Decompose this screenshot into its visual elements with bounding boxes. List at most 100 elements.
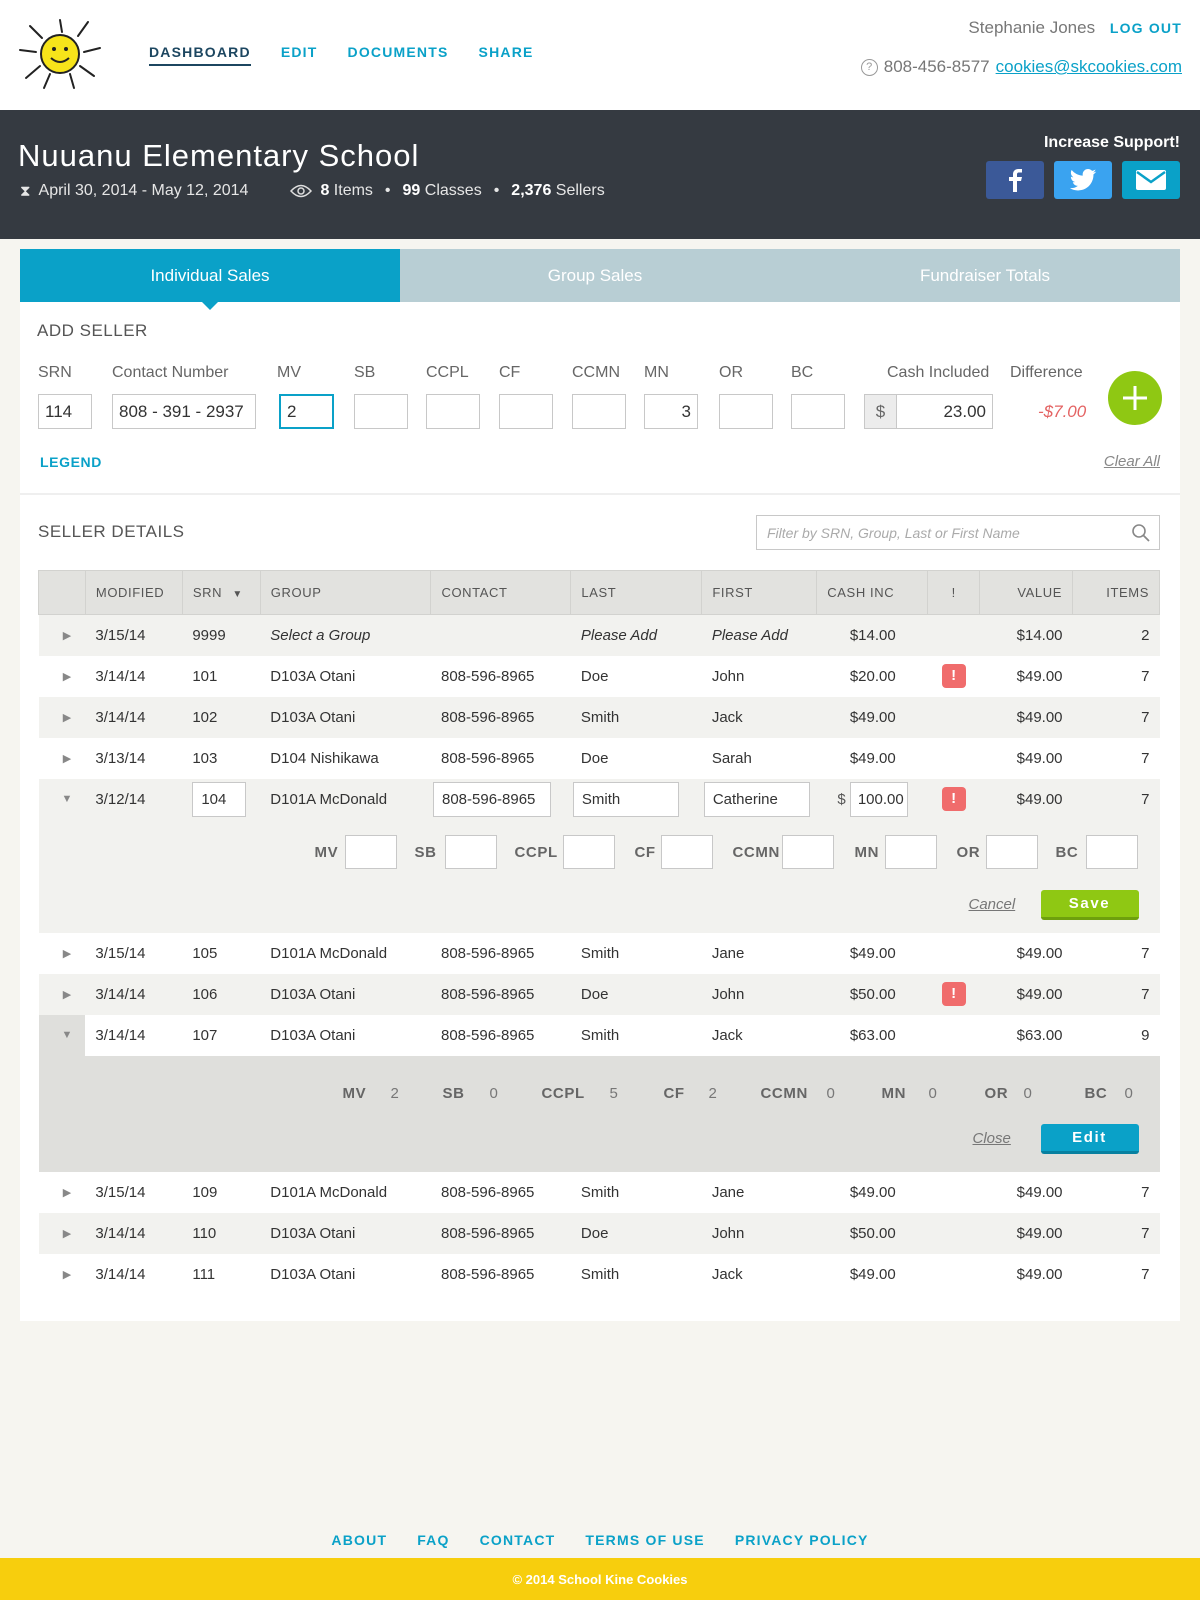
- footer-contact-link[interactable]: CONTACT: [479, 1531, 556, 1548]
- col-group[interactable]: GROUP: [259, 570, 431, 615]
- expand-toggle[interactable]: ▼: [38, 778, 86, 820]
- mn-input[interactable]: 3: [644, 394, 698, 429]
- email-share-button[interactable]: [1122, 161, 1180, 199]
- ccmn-input[interactable]: [572, 394, 626, 429]
- col-value[interactable]: VALUE: [979, 570, 1073, 615]
- twitter-button[interactable]: [1054, 161, 1112, 199]
- expand-toggle[interactable]: ▶: [39, 656, 86, 697]
- sales-tabs: Individual Sales Group Sales Fundraiser …: [20, 249, 1180, 310]
- table-row[interactable]: ▶ 3/14/14 106 D103A Otani 808-596-8965 D…: [38, 973, 1160, 1015]
- edit-cf-input[interactable]: [660, 834, 713, 869]
- table-row[interactable]: ▶ 3/14/14 102 D103A Otani 808-596-8965 S…: [38, 696, 1160, 738]
- expand-toggle[interactable]: ▶: [39, 1172, 86, 1213]
- edit-srn-input[interactable]: 104: [192, 781, 247, 817]
- tab-fundraiser-totals[interactable]: Fundraiser Totals: [790, 249, 1180, 302]
- table-row[interactable]: ▶ 3/15/14 109 D101A McDonald 808-596-896…: [39, 1172, 1160, 1213]
- cell-alert: [927, 1212, 980, 1254]
- ccpl-label: CCPL: [426, 364, 469, 381]
- search-icon: [1132, 524, 1150, 542]
- edit-cash-input[interactable]: 100.00: [849, 781, 908, 817]
- facebook-button[interactable]: [986, 161, 1044, 199]
- edit-bc-input[interactable]: [1085, 834, 1138, 869]
- help-email-link[interactable]: cookies@skcookies.com: [995, 57, 1182, 76]
- col-modified[interactable]: MODIFIED: [84, 570, 183, 615]
- table-row[interactable]: ▶ 3/14/14 110 D103A Otani 808-596-8965 D…: [38, 1212, 1160, 1254]
- footer-terms-link[interactable]: TERMS OF USE: [585, 1531, 705, 1548]
- edit-last-input[interactable]: Smith: [572, 781, 679, 817]
- nav-documents[interactable]: DOCUMENTS: [347, 44, 449, 60]
- expand-toggle[interactable]: ▶: [39, 933, 86, 974]
- col-srn[interactable]: SRN ▼: [181, 570, 261, 615]
- table-row-editing[interactable]: ▼ 3/12/14 104 D101A McDonald 808-596-896…: [38, 778, 1160, 820]
- expand-toggle[interactable]: ▶: [39, 738, 86, 779]
- edit-mn-input[interactable]: [884, 834, 937, 869]
- footer-privacy-link[interactable]: PRIVACY POLICY: [734, 1531, 869, 1548]
- legend-link[interactable]: LEGEND: [40, 454, 102, 470]
- expand-column-header: [38, 570, 86, 615]
- sb-input[interactable]: [354, 394, 408, 429]
- ccpl-input[interactable]: [426, 394, 480, 429]
- seller-filter-input[interactable]: Filter by SRN, Group, Last or First Name: [756, 515, 1160, 550]
- edit-button[interactable]: Edit: [1040, 1123, 1139, 1154]
- add-seller-button[interactable]: [1108, 371, 1162, 425]
- table-row[interactable]: ▶ 3/14/14 101 D103A Otani 808-596-8965 D…: [39, 656, 1160, 697]
- sales-card: Individual Sales Group Sales Fundraiser …: [20, 249, 1180, 1321]
- edit-or-input[interactable]: [985, 834, 1038, 869]
- expand-toggle[interactable]: ▶: [38, 1212, 86, 1254]
- expand-toggle[interactable]: ▶: [38, 973, 86, 1015]
- cell-items: 7: [1141, 667, 1150, 685]
- col-first[interactable]: FIRST: [701, 570, 817, 615]
- expand-toggle[interactable]: ▼: [38, 1014, 86, 1056]
- clear-all-link[interactable]: Clear All: [1103, 453, 1160, 470]
- table-row[interactable]: ▶ 3/15/14 105 D101A McDonald 808-596-896…: [39, 933, 1160, 974]
- close-link[interactable]: Close: [972, 1129, 1011, 1147]
- cancel-link[interactable]: Cancel: [968, 895, 1016, 913]
- edit-first-input[interactable]: Catherine: [703, 781, 810, 817]
- edit-ccmn-input[interactable]: [781, 834, 834, 869]
- tab-group-sales[interactable]: Group Sales: [400, 249, 790, 302]
- col-cash-inc[interactable]: CASH INC: [816, 570, 928, 615]
- view-or-value: 0: [1023, 1084, 1032, 1102]
- tab-individual-sales[interactable]: Individual Sales: [20, 249, 400, 310]
- table-row[interactable]: ▶ 3/15/14 9999 Select a Group Please Add…: [38, 614, 1160, 656]
- cell-group: D103A Otani: [260, 973, 431, 1015]
- add-seller-title: ADD SELLER: [37, 321, 148, 340]
- alert-icon[interactable]: !: [941, 787, 966, 811]
- or-input[interactable]: [719, 394, 773, 429]
- col-last[interactable]: LAST: [570, 570, 702, 615]
- logout-link[interactable]: LOG OUT: [1109, 20, 1182, 36]
- table-row[interactable]: ▶ 3/14/14 111 D103A Otani 808-596-8965 S…: [39, 1254, 1160, 1295]
- edit-mv-input[interactable]: [344, 834, 397, 869]
- table-header-row: MODIFIED SRN ▼ GROUP CONTACT LAST FIRST …: [38, 570, 1160, 615]
- cf-input[interactable]: [499, 394, 553, 429]
- cell-group[interactable]: D101A McDonald: [260, 778, 431, 820]
- edit-sb-input[interactable]: [444, 834, 497, 869]
- cell-cash: $63.00: [849, 1026, 896, 1044]
- footer-faq-link[interactable]: FAQ: [417, 1531, 450, 1548]
- expand-toggle[interactable]: ▶: [38, 696, 86, 738]
- cash-included-input[interactable]: 23.00: [896, 394, 993, 429]
- nav-edit[interactable]: EDIT: [280, 44, 318, 60]
- col-contact[interactable]: CONTACT: [430, 570, 571, 615]
- alert-icon[interactable]: !: [941, 664, 966, 688]
- srn-input[interactable]: 114: [38, 394, 92, 429]
- mv-input[interactable]: 2: [279, 394, 334, 429]
- save-button[interactable]: Save: [1040, 889, 1139, 920]
- expand-toggle[interactable]: ▶: [38, 614, 86, 656]
- cell-modified: 3/14/14: [85, 1212, 183, 1254]
- col-items[interactable]: ITEMS: [1072, 570, 1160, 615]
- sun-logo-icon[interactable]: [18, 18, 102, 90]
- expand-toggle[interactable]: ▶: [39, 1254, 86, 1295]
- nav-dashboard[interactable]: DASHBOARD: [149, 44, 251, 66]
- contact-number-input[interactable]: 808 - 391 - 2937: [112, 394, 256, 429]
- alert-icon[interactable]: !: [941, 982, 966, 1006]
- edit-contact-input[interactable]: 808-596-8965: [432, 781, 551, 817]
- edit-ccpl-input[interactable]: [562, 834, 615, 869]
- cell-srn: 104: [182, 778, 261, 820]
- bc-input[interactable]: [791, 394, 845, 429]
- table-row-expanded[interactable]: ▼ 3/14/14 107 D103A Otani 808-596-8965 S…: [38, 1014, 1160, 1056]
- nav-share[interactable]: SHARE: [478, 44, 534, 60]
- table-row[interactable]: ▶ 3/13/14 103 D104 Nishikawa 808-596-896…: [39, 738, 1160, 779]
- footer-about-link[interactable]: ABOUT: [331, 1531, 388, 1548]
- col-alert[interactable]: !: [927, 570, 980, 615]
